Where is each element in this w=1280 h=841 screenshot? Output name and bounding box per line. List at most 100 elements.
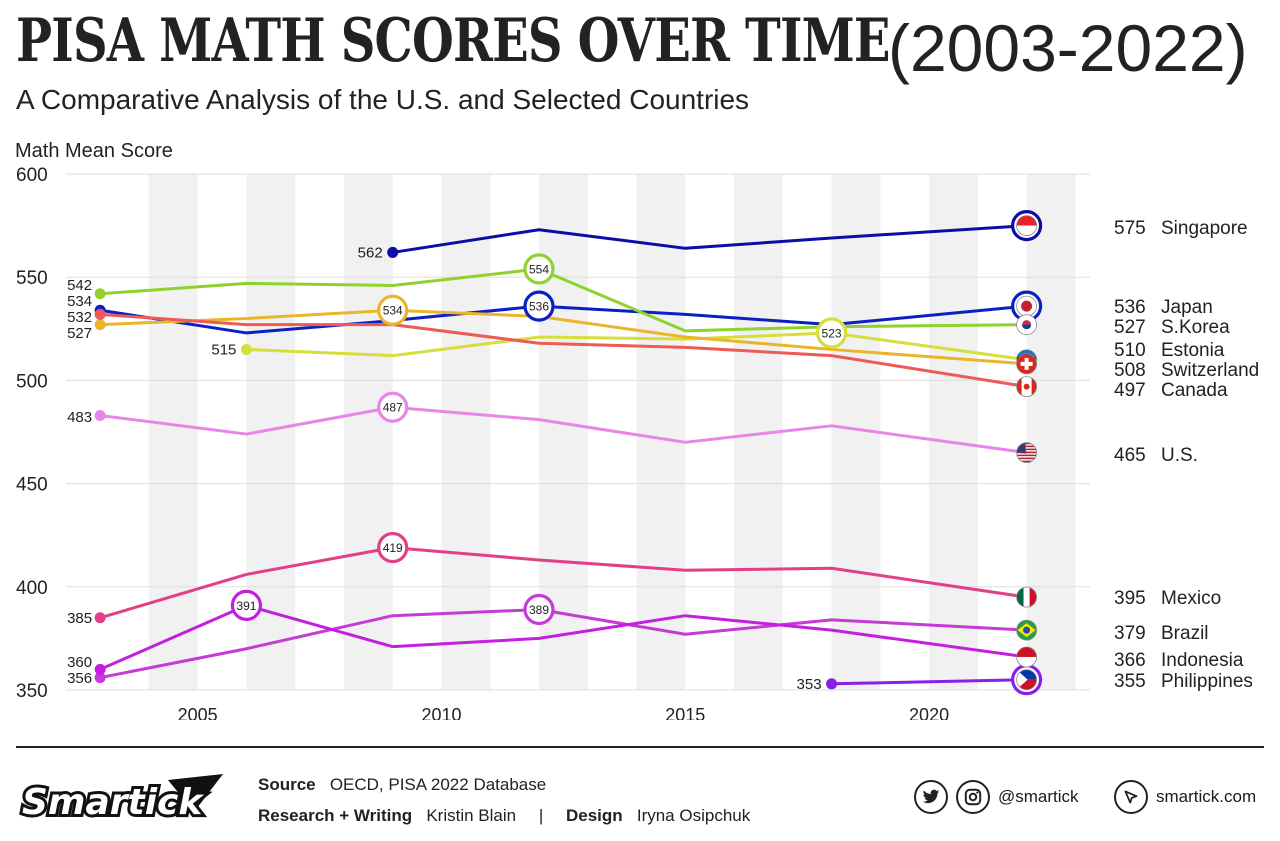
series-name-singapore: Singapore [1161, 218, 1248, 239]
canada-flag-icon [1016, 376, 1038, 397]
start-label-canada: 532 [67, 309, 92, 326]
series-line-estonia [246, 331, 1027, 362]
highlight-label-japan: 536 [529, 300, 549, 314]
series-name-brazil: Brazil [1161, 623, 1209, 644]
website-link: smartick.com [1114, 780, 1256, 814]
design-value: Iryna Osipchuk [636, 806, 751, 825]
philippines-flag-icon [1016, 669, 1038, 691]
highlight-label-switzerland: 534 [383, 304, 403, 318]
end-value-japan: 536 [1114, 297, 1146, 318]
start-label-indonesia: 360 [67, 654, 92, 671]
twitter-icon[interactable] [914, 780, 948, 814]
series-start-point-canada [94, 308, 106, 320]
highlight-marker-indonesia [230, 589, 263, 621]
grid-band [1026, 174, 1076, 690]
x-tick-label: 2020 [909, 705, 949, 720]
y-tick-label: 550 [16, 268, 48, 289]
switzerland-flag-icon [1016, 353, 1038, 375]
svg-text:Smartick: Smartick [22, 782, 204, 823]
start-label-u-s: 483 [67, 409, 92, 426]
highlight-marker-estonia [815, 317, 848, 349]
title-main: PISA MATH SCORES OVER TIME [16, 6, 891, 76]
series-start-point-brazil [94, 672, 106, 684]
footer-divider [16, 746, 1264, 748]
end-value-estonia: 510 [1114, 340, 1146, 361]
smartick-logo: Smartick [19, 774, 223, 826]
end-value-mexico: 395 [1114, 588, 1146, 609]
series-start-point-estonia [240, 343, 252, 355]
y-axis-label: Math Mean Score [15, 140, 173, 162]
grid-band [441, 174, 491, 690]
x-tick-label: 2015 [665, 705, 705, 720]
series-name-indonesia: Indonesia [1161, 650, 1244, 671]
design-label: Design [565, 806, 623, 825]
highlight-marker-s-korea [523, 253, 555, 285]
series-name-japan: Japan [1161, 297, 1213, 318]
end-value-brazil: 379 [1114, 623, 1146, 644]
south-korea-flag-icon [1016, 314, 1038, 336]
highlight-marker-japan [523, 290, 555, 322]
singapore-flag-icon [1016, 215, 1038, 236]
end-value-singapore: 575 [1114, 218, 1146, 239]
instagram-icon[interactable] [956, 780, 990, 814]
highlight-label-s-korea: 554 [529, 262, 549, 276]
social-links: @smartick [914, 780, 1079, 814]
research-label: Research + Writing [258, 806, 413, 825]
series-line-philippines [831, 678, 1027, 686]
series-name-mexico: Mexico [1161, 588, 1221, 609]
series-start-point-s-korea [94, 288, 106, 300]
end-value-canada: 497 [1114, 380, 1146, 401]
grid-band [929, 174, 978, 690]
cursor-icon[interactable] [1114, 780, 1148, 814]
series-line-u-s [99, 405, 1027, 455]
series-name-estonia: Estonia [1161, 340, 1225, 361]
social-handle[interactable]: @smartick [998, 787, 1079, 806]
end-value-u-s: 465 [1114, 445, 1146, 466]
highlight-label-indonesia: 391 [236, 599, 256, 613]
series-name-u-s: U.S. [1161, 445, 1198, 466]
highlight-marker-mexico [377, 531, 409, 564]
y-tick-label: 400 [16, 578, 48, 599]
start-label-s-korea: 542 [67, 277, 92, 294]
series-line-mexico [99, 546, 1027, 620]
highlight-label-u-s: 487 [383, 401, 403, 415]
series-name-canada: Canada [1161, 380, 1228, 401]
highlight-marker-switzerland [377, 294, 409, 326]
indonesia-flag-icon [1016, 646, 1038, 668]
highlight-marker-u-s [377, 391, 409, 423]
usa-flag-icon [1016, 442, 1038, 464]
start-label-singapore: 562 [358, 244, 383, 261]
y-tick-label: 350 [16, 681, 48, 702]
source-line: Source OECD, PISA 2022 Database [258, 775, 546, 795]
highlight-label-brazil: 389 [529, 603, 549, 617]
start-label-estonia: 515 [211, 341, 236, 358]
end-value-philippines: 355 [1114, 671, 1146, 692]
series-start-point-switzerland [94, 319, 106, 331]
line-chart: 350 400 450 500 550 600 2005 2010 2015 2020 562 534… [16, 165, 1259, 720]
highlight-marker-brazil [523, 593, 555, 626]
series-line-singapore [392, 224, 1027, 254]
series-name-switzerland: Switzerland [1161, 360, 1259, 381]
x-tick-label: 2010 [421, 705, 461, 720]
title-years: (2003-2022) [888, 11, 1248, 85]
end-value-switzerland: 508 [1114, 360, 1146, 381]
source-label: Source [258, 775, 316, 794]
credits-separator: | [538, 806, 544, 825]
series-start-point-indonesia [94, 663, 106, 675]
start-label-japan: 534 [67, 293, 92, 310]
website-text[interactable]: smartick.com [1156, 787, 1257, 806]
series-start-point-philippines [826, 678, 838, 690]
series-start-point-singapore [387, 246, 399, 258]
grid-band [636, 174, 686, 690]
series-name-s-korea: S.Korea [1161, 317, 1230, 338]
japan-flag-icon [1016, 295, 1038, 317]
y-tick-label: 600 [16, 165, 48, 186]
chart-title: PISA MATH SCORES OVER TIME [16, 6, 1108, 76]
start-label-brazil: 356 [67, 670, 92, 687]
y-tick-label: 500 [16, 371, 48, 392]
end-value-s-korea: 527 [1114, 317, 1146, 338]
grid-band [148, 174, 198, 690]
highlight-label-estonia: 523 [822, 326, 842, 340]
series-start-point-u-s [94, 409, 106, 421]
start-label-philippines: 353 [797, 676, 822, 693]
